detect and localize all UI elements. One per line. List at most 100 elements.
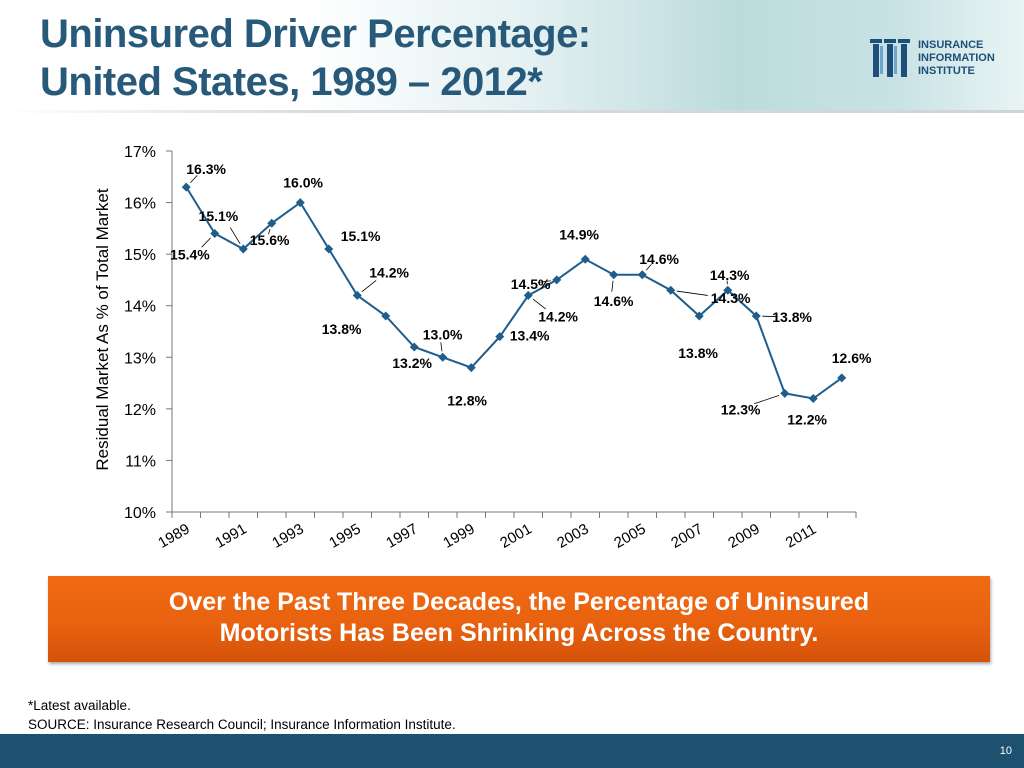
- data-point-marker: [381, 311, 391, 321]
- x-tick-label: 1989: [155, 520, 192, 551]
- data-point-marker: [495, 332, 505, 342]
- data-point-marker: [723, 285, 733, 295]
- data-label: 12.2%: [787, 412, 827, 428]
- data-label: 12.3%: [721, 401, 761, 417]
- y-tick-label: 10%: [124, 505, 156, 522]
- data-label: 15.1%: [341, 228, 381, 244]
- data-label-leader: [190, 175, 198, 184]
- data-point-marker: [523, 290, 533, 300]
- data-label: 14.9%: [559, 226, 599, 242]
- uninsured-driver-line-chart: 10% 11% 12% 13% 14% 15% 16% 17% 1989 1991 1993 1995…: [93, 144, 872, 552]
- data-label-leader: [611, 280, 614, 292]
- y-tick-label: 16%: [124, 196, 156, 213]
- data-label: 13.4%: [510, 328, 550, 344]
- x-tick-label: 2011: [783, 521, 819, 552]
- data-label: 14.6%: [639, 251, 679, 267]
- header-divider: [0, 110, 1024, 113]
- y-tick-label: 14%: [124, 299, 156, 316]
- data-label: 13.8%: [322, 321, 362, 337]
- x-tick-label: 1993: [269, 520, 306, 551]
- data-label: 16.3%: [186, 161, 226, 177]
- x-tick-label: 2003: [554, 520, 591, 551]
- y-axis-title: Residual Market As % of Total Market: [93, 188, 112, 470]
- data-point-marker: [837, 373, 847, 383]
- x-tick-label: 2009: [725, 520, 762, 551]
- data-point-marker: [780, 388, 790, 398]
- data-point-marker: [751, 311, 761, 321]
- data-point-marker: [808, 394, 818, 404]
- footnote-note: *Latest available.: [28, 698, 131, 713]
- callout-text: Over the Past Three Decades, the Percent…: [48, 587, 990, 649]
- x-tick-label: 2005: [611, 520, 648, 551]
- data-point-marker: [637, 270, 647, 280]
- title-banner: [0, 0, 1024, 112]
- source-note: SOURCE: Insurance Research Council; Insu…: [28, 717, 456, 732]
- callout-banner: Over the Past Three Decades, the Percent…: [48, 576, 990, 662]
- series-line: [185, 186, 843, 400]
- data-label: 14.2%: [369, 264, 409, 280]
- data-label-leader: [361, 280, 377, 292]
- data-label-leader: [440, 342, 443, 352]
- data-label-leader: [676, 290, 708, 296]
- iii-logo: INSURANCE INFORMATION INSTITUTE: [868, 37, 1018, 81]
- data-label-leader: [229, 227, 241, 245]
- y-tick-label: 11%: [125, 453, 156, 470]
- data-label-leader: [645, 264, 652, 271]
- data-label: 15.6%: [250, 232, 290, 248]
- x-tick-label: 1991: [212, 520, 249, 551]
- x-tick-label: 1999: [440, 520, 477, 551]
- slide-title-line-1: Uninsured Driver Percentage:: [40, 12, 591, 56]
- data-point-marker: [609, 270, 619, 280]
- data-label: 14.3%: [710, 267, 750, 283]
- y-tick-label: 12%: [124, 402, 156, 419]
- page-number: 10: [999, 745, 1012, 757]
- data-point-marker: [210, 229, 220, 239]
- data-label: 12.6%: [832, 350, 872, 366]
- data-label: 14.6%: [594, 293, 634, 309]
- logo-line: INFORMATION: [918, 52, 995, 64]
- data-label: 15.4%: [170, 247, 210, 263]
- y-tick-label: 15%: [124, 247, 156, 264]
- data-label: 14.2%: [538, 308, 578, 324]
- data-point-marker: [409, 342, 419, 352]
- footnote: *Latest available. SOURCE: Insurance Res…: [28, 696, 456, 734]
- data-label-leader: [268, 228, 271, 235]
- data-label: 12.8%: [447, 393, 487, 409]
- x-tick-label: 1997: [383, 520, 420, 551]
- footer-bar: 10: [0, 734, 1024, 768]
- y-tick-label: 17%: [124, 144, 156, 161]
- x-tick-label: 2001: [497, 520, 534, 551]
- data-label-leader: [201, 237, 211, 248]
- data-label: 13.8%: [678, 345, 718, 361]
- data-label-leader: [537, 280, 551, 283]
- data-point-marker: [181, 182, 191, 192]
- data-label-leader: [532, 298, 547, 310]
- data-label-leader: [754, 394, 780, 405]
- data-point-marker: [666, 285, 676, 295]
- data-label: 15.1%: [199, 208, 239, 224]
- data-label: 16.0%: [283, 175, 323, 191]
- y-tick-label: 13%: [124, 350, 156, 367]
- callout-line-1: Over the Past Three Decades, the Percent…: [168, 588, 870, 616]
- data-point-marker: [466, 363, 476, 373]
- data-point-marker: [552, 275, 562, 285]
- data-label: 13.8%: [772, 309, 812, 325]
- iii-logo-icon: [870, 39, 910, 77]
- data-point-marker: [694, 311, 704, 321]
- data-label: 13.2%: [392, 355, 432, 371]
- data-label: 14.3%: [711, 290, 751, 306]
- callout-line-2: Motorists Has Been Shrinking Across the …: [219, 619, 819, 647]
- data-point-marker: [267, 218, 277, 228]
- x-tick-label: 1995: [326, 520, 363, 551]
- logo-line: INSTITUTE: [918, 65, 975, 77]
- data-label: 13.0%: [423, 326, 463, 342]
- data-point-marker: [352, 290, 362, 300]
- x-tick-label: 2007: [668, 520, 705, 551]
- logo-wordmark: INSURANCE INFORMATION INSTITUTE: [918, 39, 995, 78]
- logo-line: INSURANCE: [918, 39, 984, 51]
- data-label: 14.5%: [511, 276, 551, 292]
- slide-title-line-2: United States, 1989 – 2012*: [40, 60, 543, 104]
- data-point-marker: [438, 352, 448, 362]
- data-point-marker: [238, 244, 248, 254]
- data-point-marker: [324, 244, 334, 254]
